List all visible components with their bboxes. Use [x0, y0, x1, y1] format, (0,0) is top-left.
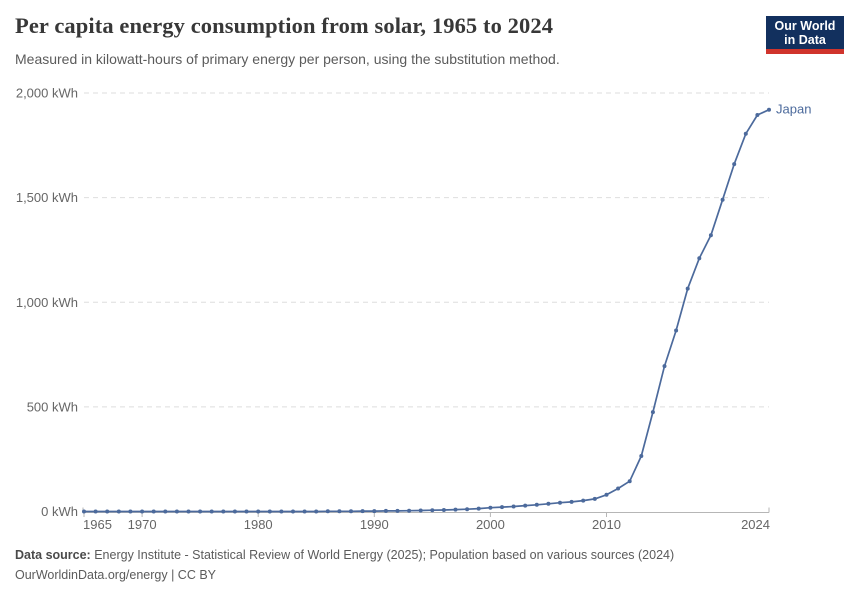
y-tick-label: 2,000 kWh: [16, 86, 78, 101]
data-point[interactable]: [534, 502, 539, 507]
data-point[interactable]: [383, 508, 388, 513]
data-point[interactable]: [581, 498, 586, 503]
x-tick-label: 1965: [83, 517, 112, 532]
data-point[interactable]: [650, 410, 655, 415]
data-point[interactable]: [500, 505, 504, 510]
data-point[interactable]: [430, 508, 435, 513]
data-point[interactable]: [662, 364, 667, 369]
data-point[interactable]: [743, 131, 748, 136]
data-point[interactable]: [465, 507, 470, 512]
x-tick-label: 1980: [244, 517, 273, 532]
data-point[interactable]: [488, 505, 493, 510]
data-point[interactable]: [349, 509, 353, 514]
footer-license[interactable]: OurWorldinData.org/energy | CC BY: [15, 568, 217, 582]
data-point[interactable]: [93, 509, 98, 514]
data-point[interactable]: [418, 508, 423, 513]
data-point[interactable]: [453, 507, 458, 512]
owid-logo[interactable]: Our World in Data: [766, 16, 844, 54]
data-point[interactable]: [151, 509, 156, 514]
data-point[interactable]: [209, 509, 214, 514]
data-point[interactable]: [267, 509, 272, 514]
data-point[interactable]: [441, 508, 446, 512]
data-point[interactable]: [186, 509, 191, 514]
x-tick-label: 1990: [360, 517, 389, 532]
y-tick-label: 500 kWh: [27, 399, 78, 414]
japan-line[interactable]: [83, 108, 770, 513]
x-tick-label: 2010: [592, 517, 621, 532]
data-point[interactable]: [592, 496, 597, 501]
data-point[interactable]: [291, 509, 295, 514]
data-point[interactable]: [302, 509, 307, 514]
y-tick-label: 1,500 kWh: [16, 190, 78, 205]
owid-logo-line2: in Data: [784, 33, 826, 47]
data-point[interactable]: [360, 509, 365, 514]
data-point[interactable]: [337, 509, 342, 514]
data-point[interactable]: [569, 499, 574, 504]
owid-logo-red-bar: [766, 49, 844, 54]
y-tick-label: 0 kWh: [41, 504, 78, 519]
data-point[interactable]: [279, 509, 284, 514]
y-tick-label: 1,000 kWh: [16, 295, 78, 310]
data-point[interactable]: [221, 509, 226, 514]
data-source-text: Energy Institute - Statistical Review of…: [90, 548, 675, 562]
data-point[interactable]: [616, 486, 621, 491]
chart-title: Per capita energy consumption from solar…: [15, 13, 554, 38]
data-point[interactable]: [325, 509, 330, 514]
data-point[interactable]: [256, 509, 261, 514]
data-point[interactable]: [720, 197, 725, 202]
data-point[interactable]: [511, 504, 516, 509]
data-point[interactable]: [116, 509, 121, 514]
data-point[interactable]: [163, 509, 168, 514]
owid-logo-box: Our World in Data: [766, 16, 844, 49]
data-point[interactable]: [732, 162, 737, 167]
data-point[interactable]: [674, 328, 679, 333]
data-point[interactable]: [767, 107, 771, 112]
data-point[interactable]: [140, 509, 145, 514]
data-point[interactable]: [105, 509, 110, 514]
data-point[interactable]: [708, 233, 713, 238]
data-point[interactable]: [639, 454, 644, 458]
data-point[interactable]: [174, 509, 179, 514]
data-point[interactable]: [697, 256, 702, 261]
data-point[interactable]: [546, 501, 551, 506]
data-point[interactable]: [523, 503, 528, 508]
line-chart-canvas: 0 kWh 500 kWh 1,000 kWh 1,500 kWh 2,000 kWh 1…: [16, 86, 812, 533]
data-point[interactable]: [244, 509, 249, 514]
data-point[interactable]: [128, 509, 133, 514]
series-label-japan[interactable]: Japan: [776, 102, 811, 117]
x-tick-label: 1970: [128, 517, 157, 532]
data-point[interactable]: [558, 500, 562, 505]
data-point[interactable]: [407, 508, 412, 513]
data-source-label: Data source:: [15, 548, 91, 562]
chart-subtitle: Measured in kilowatt-hours of primary en…: [15, 51, 560, 67]
data-point[interactable]: [685, 286, 690, 291]
owid-logo-line1: Our World: [774, 19, 836, 33]
data-point[interactable]: [372, 509, 377, 514]
x-tick-label: 2024: [741, 517, 770, 532]
data-point[interactable]: [604, 492, 609, 497]
data-point[interactable]: [755, 113, 760, 117]
data-point[interactable]: [476, 506, 481, 511]
x-tick-label: 2000: [476, 517, 505, 532]
data-point[interactable]: [627, 479, 632, 484]
chart-footer: Data source: Energy Institute - Statisti…: [15, 548, 674, 583]
data-point[interactable]: [198, 509, 203, 514]
data-point[interactable]: [395, 508, 400, 513]
data-point[interactable]: [232, 509, 237, 514]
data-point[interactable]: [314, 509, 319, 514]
data-point[interactable]: [82, 509, 86, 514]
data-source-line: Data source: Energy Institute - Statisti…: [15, 548, 674, 563]
